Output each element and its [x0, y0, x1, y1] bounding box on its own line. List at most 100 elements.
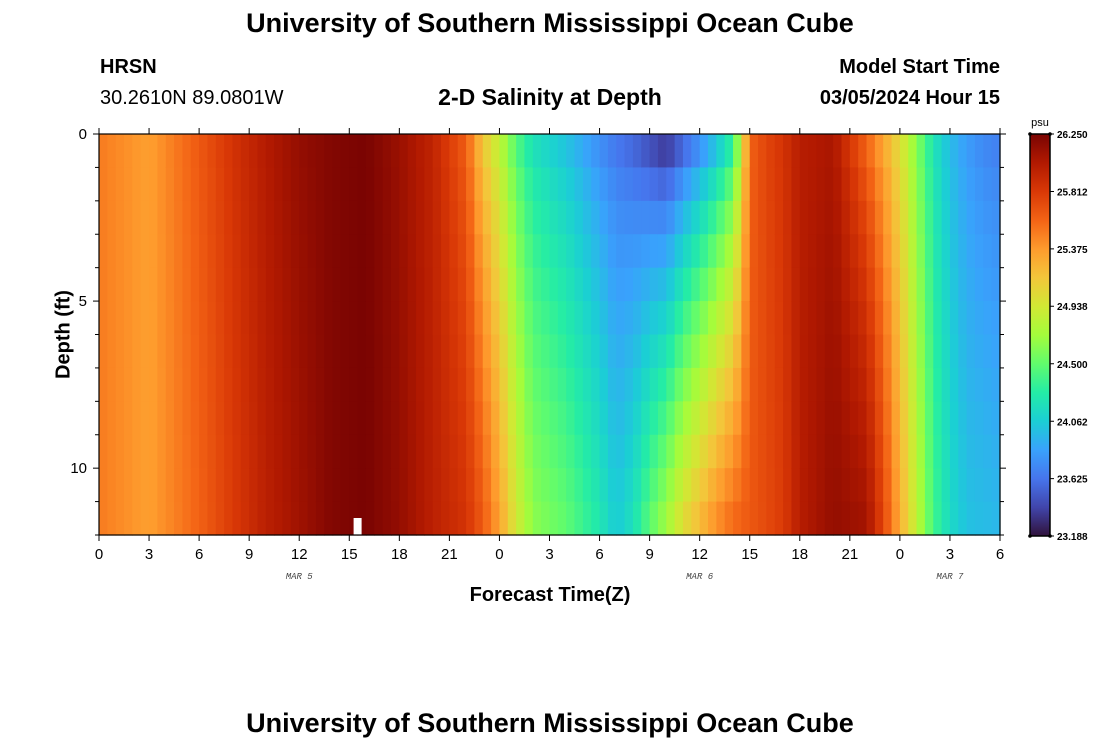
heatmap-cell: [616, 368, 625, 402]
heatmap-cell: [249, 401, 258, 435]
heatmap-cell: [491, 167, 500, 201]
heatmap-cell: [625, 401, 634, 435]
heatmap-cell: [783, 134, 792, 168]
heatmap-cell: [925, 335, 934, 369]
heatmap-cell: [950, 401, 959, 435]
heatmap-cell: [366, 134, 375, 168]
heatmap-cell: [132, 368, 141, 402]
heatmap-cell: [575, 268, 584, 302]
heatmap-cell: [808, 401, 817, 435]
date-label: MAR 6: [686, 572, 714, 582]
heatmap-cell: [157, 234, 166, 268]
heatmap-cell: [366, 301, 375, 335]
heatmap-cell: [99, 502, 108, 536]
heatmap-cell: [174, 401, 183, 435]
heatmap-cell: [533, 234, 542, 268]
heatmap-cell: [216, 435, 225, 469]
heatmap-cell: [775, 268, 784, 302]
heatmap-cell: [424, 335, 433, 369]
heatmap-cell: [900, 201, 909, 235]
heatmap-cell: [433, 134, 442, 168]
heatmap-cell: [241, 502, 250, 536]
heatmap-cell: [958, 268, 967, 302]
heatmap-cell: [182, 268, 191, 302]
heatmap-cell: [766, 435, 775, 469]
heatmap-cell: [474, 468, 483, 502]
heatmap-cell: [99, 134, 108, 168]
heatmap-cell: [533, 502, 542, 536]
heatmap-cell: [408, 401, 417, 435]
y-axis-label: Depth (ft): [53, 255, 76, 415]
heatmap-cell: [716, 401, 725, 435]
heatmap-cell: [358, 401, 367, 435]
heatmap-cell: [967, 401, 976, 435]
heatmap-cell: [566, 335, 575, 369]
heatmap-cell: [466, 134, 475, 168]
heatmap-cell: [558, 368, 567, 402]
heatmap-cell: [550, 435, 559, 469]
heatmap-cell: [666, 167, 675, 201]
heatmap-cell: [967, 435, 976, 469]
heatmap-cell: [166, 401, 175, 435]
heatmap-cell: [207, 234, 216, 268]
heatmap-cell: [833, 435, 842, 469]
heatmap-cell: [666, 301, 675, 335]
heatmap-cell: [900, 435, 909, 469]
heatmap-cell: [458, 167, 467, 201]
heatmap-cell: [850, 167, 859, 201]
heatmap-cell: [666, 502, 675, 536]
heatmap-cell: [224, 435, 233, 469]
heatmap-cell: [224, 368, 233, 402]
heatmap-cell: [324, 502, 333, 536]
heatmap-cell: [99, 234, 108, 268]
heatmap-cell: [650, 502, 659, 536]
heatmap-cell: [600, 335, 609, 369]
heatmap-cell: [424, 167, 433, 201]
heatmap-cell: [633, 268, 642, 302]
heatmap-cell: [358, 435, 367, 469]
heatmap-cell: [883, 368, 892, 402]
heatmap-cell: [791, 468, 800, 502]
heatmap-cell: [499, 335, 508, 369]
heatmap-cell: [700, 201, 709, 235]
heatmap-cell: [516, 502, 525, 536]
heatmap-cell: [99, 368, 108, 402]
heatmap-cell: [391, 435, 400, 469]
heatmap-cell: [791, 335, 800, 369]
heatmap-cell: [383, 335, 392, 369]
heatmap-cell: [958, 401, 967, 435]
heatmap-cell: [141, 435, 150, 469]
heatmap-cell: [308, 435, 317, 469]
heatmap-cell: [733, 301, 742, 335]
colorbar-label: 24.500: [1057, 360, 1088, 371]
heatmap-cell: [700, 401, 709, 435]
heatmap-cell: [124, 468, 133, 502]
heatmap-cell: [207, 368, 216, 402]
heatmap-cell: [224, 401, 233, 435]
colorbar-label: 26.250: [1057, 130, 1088, 141]
heatmap-cell: [958, 468, 967, 502]
heatmap-cell: [600, 268, 609, 302]
heatmap-cell: [758, 167, 767, 201]
heatmap-cell: [850, 368, 859, 402]
heatmap-cell: [374, 468, 383, 502]
heatmap-cell: [174, 134, 183, 168]
heatmap-cell: [391, 335, 400, 369]
heatmap-cell: [700, 301, 709, 335]
heatmap-cell: [583, 201, 592, 235]
heatmap-cell: [141, 502, 150, 536]
heatmap-cell: [283, 335, 292, 369]
heatmap-cell: [825, 301, 834, 335]
y-tick-label: 10: [70, 460, 87, 477]
heatmap-cell: [675, 167, 684, 201]
heatmap-cell: [399, 468, 408, 502]
heatmap-cell: [950, 234, 959, 268]
heatmap-cell: [858, 301, 867, 335]
x-tick-label: 18: [791, 546, 808, 563]
heatmap-cell: [166, 502, 175, 536]
heatmap-cell: [850, 201, 859, 235]
heatmap-cell: [650, 401, 659, 435]
heatmap-cell: [783, 268, 792, 302]
heatmap-cell: [933, 201, 942, 235]
heatmap-cell: [708, 368, 717, 402]
